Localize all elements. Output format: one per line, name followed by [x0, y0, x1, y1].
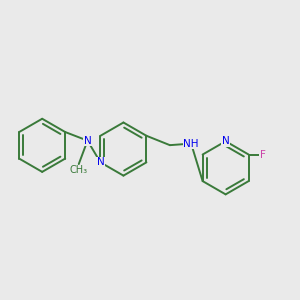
Text: CH₃: CH₃ — [70, 165, 88, 175]
Text: N: N — [222, 136, 230, 146]
Text: N: N — [97, 157, 104, 167]
Text: N: N — [84, 136, 92, 146]
Text: NH: NH — [183, 139, 199, 148]
Text: F: F — [260, 149, 266, 160]
